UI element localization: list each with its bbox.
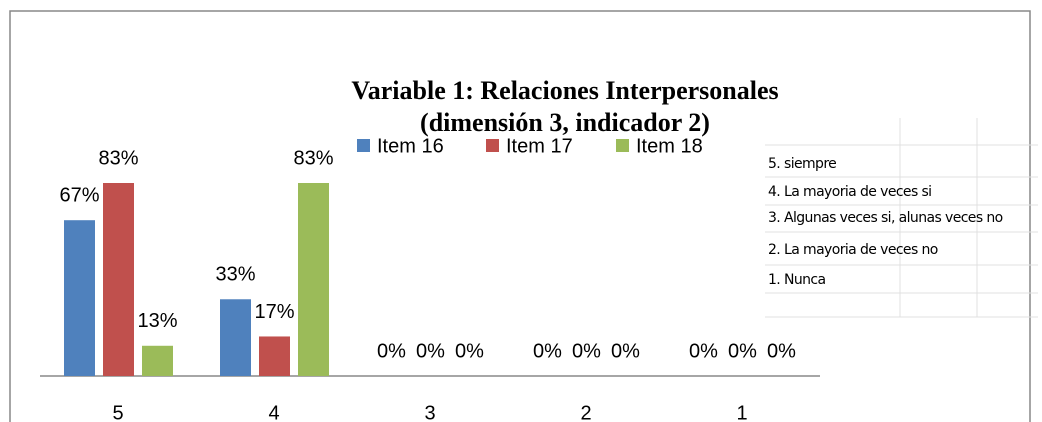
data-label: 67% — [59, 184, 99, 206]
x-tick-label: 3 — [424, 402, 435, 422]
bar — [298, 183, 329, 376]
data-label: 0% — [767, 340, 796, 362]
data-label: 33% — [215, 264, 255, 286]
data-label: 0% — [728, 340, 757, 362]
bar — [64, 220, 95, 376]
x-tick-label: 4 — [268, 402, 279, 422]
chart-title: Variable 1: Relaciones Interpersonales — [351, 76, 778, 105]
bar — [142, 345, 173, 376]
data-label: 0% — [611, 340, 640, 362]
legend-swatch — [357, 139, 370, 152]
table-note: 3. Algunas veces si, alunas veces no — [768, 210, 1003, 226]
table-note: 4. La mayoria de veces si — [768, 184, 931, 200]
data-label: 0% — [455, 340, 484, 362]
data-label: 13% — [137, 310, 177, 332]
bar — [220, 299, 251, 376]
data-label: 0% — [377, 340, 406, 362]
table-note: 5. siempre — [768, 156, 836, 172]
side-table — [765, 118, 1038, 318]
data-label: 0% — [689, 340, 718, 362]
data-label: 0% — [533, 340, 562, 362]
data-label: 0% — [572, 340, 601, 362]
data-label: 83% — [293, 147, 333, 169]
bar — [259, 336, 290, 376]
frame — [9, 10, 1031, 422]
data-label: 17% — [254, 301, 294, 323]
legend-swatch — [616, 139, 629, 152]
data-label: 0% — [416, 340, 445, 362]
legend-swatch — [486, 139, 499, 152]
legend-label: Item 16 — [377, 135, 444, 157]
bar — [103, 183, 134, 376]
legend-label: Item 17 — [506, 135, 573, 157]
legend-label: Item 18 — [636, 135, 703, 157]
x-tick-label: 1 — [736, 402, 747, 422]
table-note: 1. Nunca — [768, 272, 826, 288]
chart-title: (dimensión 3, indicador 2) — [420, 108, 710, 137]
x-tick-label: 5 — [112, 402, 123, 422]
data-label: 83% — [98, 147, 138, 169]
x-tick-label: 2 — [580, 402, 591, 422]
table-note: 2. La mayoria de veces no — [768, 242, 938, 258]
